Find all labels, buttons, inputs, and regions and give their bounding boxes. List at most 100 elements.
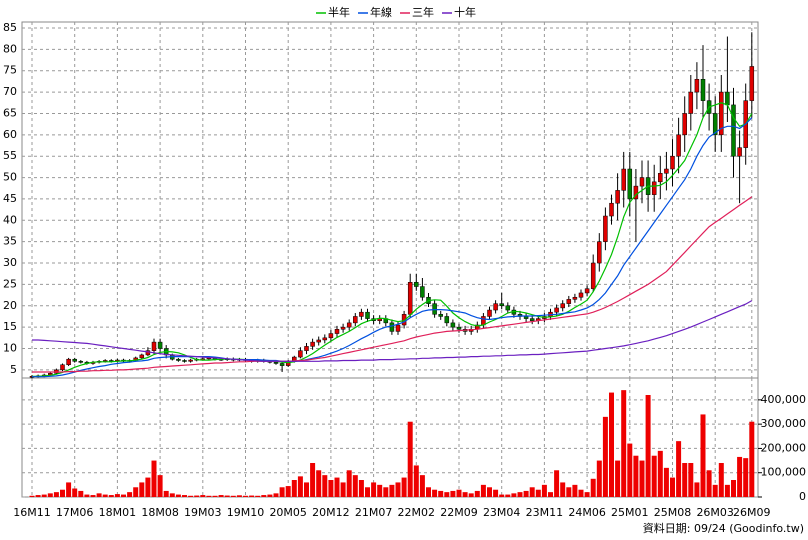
legend-label: 半年 xyxy=(328,5,350,19)
candle-body xyxy=(560,303,565,309)
y-tick-label: 60 xyxy=(3,128,17,141)
volume-bar xyxy=(535,489,541,497)
volume-bar xyxy=(96,493,102,497)
volume-bar xyxy=(663,467,669,497)
candle-body xyxy=(603,215,608,242)
volume-bar xyxy=(505,494,511,497)
candle-body xyxy=(139,354,145,359)
volume-bar xyxy=(358,480,364,497)
volume-bar xyxy=(175,494,181,497)
volume-bar xyxy=(157,475,163,497)
x-tick-label: 19M10 xyxy=(227,506,265,519)
volume-bar xyxy=(316,470,322,497)
volume-bar xyxy=(627,443,633,497)
volume-bar xyxy=(523,490,529,497)
y-tick-label: 30 xyxy=(3,256,17,269)
volume-bar xyxy=(609,392,614,497)
candle-body xyxy=(456,326,462,330)
volume-bar xyxy=(401,477,407,497)
volume-bar xyxy=(102,494,108,497)
volume-bar xyxy=(133,487,139,497)
x-tick-label: 17M06 xyxy=(56,506,94,519)
volume-bar xyxy=(114,494,120,497)
volume-bar xyxy=(584,492,590,497)
volume-bar xyxy=(718,463,724,497)
volume-bar xyxy=(206,495,212,497)
candle-body xyxy=(578,292,584,298)
volume-bar xyxy=(572,484,578,497)
volume-bar xyxy=(236,495,242,497)
y2-tick-label: 0 xyxy=(799,490,806,503)
legend-label: 年線 xyxy=(370,5,392,19)
volume-bar xyxy=(377,484,383,497)
candle-body xyxy=(700,79,706,101)
candle-body xyxy=(566,299,572,304)
y2-tick-label: 400,000 xyxy=(761,393,807,406)
volume-bar xyxy=(194,495,200,497)
candle-body xyxy=(346,322,352,328)
volume-bar xyxy=(688,463,694,497)
y-tick-label: 80 xyxy=(3,42,17,55)
volume-bar xyxy=(66,482,72,497)
candle-body xyxy=(493,303,498,311)
volume-bar xyxy=(224,495,230,497)
candle-body xyxy=(334,329,340,334)
volume-bar xyxy=(261,495,267,497)
candle-body xyxy=(694,79,700,93)
ma-line xyxy=(32,117,753,378)
legend-label: 三年 xyxy=(412,5,434,19)
volume-bar xyxy=(639,460,645,497)
candle-body xyxy=(273,361,279,364)
volume-bar xyxy=(84,494,90,497)
volume-bar xyxy=(182,495,187,497)
volume-bar xyxy=(474,490,480,497)
volume-bar xyxy=(249,495,255,497)
volume-bar xyxy=(712,484,718,497)
candle-body xyxy=(389,322,395,332)
candle-body xyxy=(615,190,620,204)
x-tick-label: 22M02 xyxy=(398,506,436,519)
y-tick-label: 75 xyxy=(3,64,17,77)
volume-bar xyxy=(35,495,41,497)
volume-bar xyxy=(243,495,248,497)
volume-bar xyxy=(682,463,688,497)
x-tick-label: 20M12 xyxy=(312,506,350,519)
candle-body xyxy=(688,91,694,114)
y-tick-label: 85 xyxy=(3,21,17,34)
volume-bar xyxy=(47,493,53,497)
candle-body xyxy=(682,113,687,136)
candle-body xyxy=(72,358,77,362)
y-tick-label: 55 xyxy=(3,149,17,162)
candle-body xyxy=(658,173,663,183)
volume-bar xyxy=(279,487,285,497)
volume-bar xyxy=(621,390,627,497)
volume-bar xyxy=(328,480,334,497)
y2-tick-label: 100,000 xyxy=(761,466,807,479)
volume-bar xyxy=(273,493,279,497)
volume-bar xyxy=(322,475,328,497)
volume-bar xyxy=(651,455,657,497)
candle-body xyxy=(609,202,614,217)
candle-body xyxy=(621,168,626,191)
candle-body xyxy=(316,339,321,343)
volume-bar xyxy=(419,475,425,497)
volume-bar xyxy=(291,480,297,497)
candle-body xyxy=(414,282,419,287)
candle-body xyxy=(719,91,724,136)
ma-line xyxy=(32,196,753,373)
candle-body xyxy=(340,326,346,330)
x-tick-label: 18M08 xyxy=(141,506,179,519)
candle-body xyxy=(712,113,718,136)
volume-bar xyxy=(657,450,663,497)
volume-bar xyxy=(596,460,602,497)
x-tick-label: 23M04 xyxy=(483,506,521,519)
volume-bar xyxy=(285,486,291,497)
candle-body xyxy=(651,181,657,195)
candle-body xyxy=(353,316,358,324)
volume-bar xyxy=(41,494,47,497)
volume-bar xyxy=(554,470,560,497)
x-tick-label: 18M01 xyxy=(99,506,137,519)
candle-body xyxy=(505,305,511,311)
candle-body xyxy=(725,91,730,106)
